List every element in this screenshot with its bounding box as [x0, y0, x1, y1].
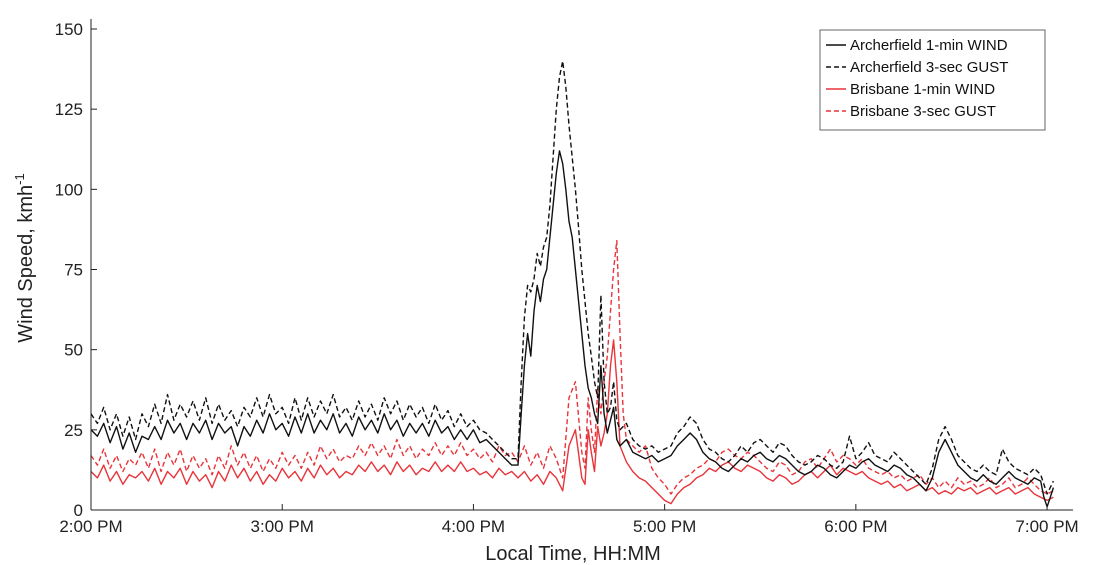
legend-label-0: Archerfield 1-min WIND	[850, 37, 1008, 54]
series-line-0	[90, 150, 1055, 508]
legend-label-3: Brisbane 3-sec GUST	[850, 103, 996, 120]
y-axis-title-superscript: -1	[12, 173, 27, 185]
series-line-1	[90, 60, 1055, 495]
y-tick-label: 50	[64, 341, 83, 360]
x-tick-label: 4:00 PM	[442, 517, 505, 536]
y-tick-label: 150	[55, 20, 83, 39]
y-axis-title: Wind Speed, kmh-1	[12, 173, 37, 342]
x-tick-label: 6:00 PM	[824, 517, 887, 536]
y-tick-label: 0	[74, 501, 83, 520]
x-tick-label: 5:00 PM	[633, 517, 696, 536]
axes-layer	[90, 19, 1073, 511]
legend: Archerfield 1-min WIND Archerfield 3-sec …	[819, 29, 1046, 131]
series-line-3	[90, 239, 1054, 495]
y-tick-label: 125	[55, 100, 83, 119]
y-tick-label: 75	[64, 261, 83, 280]
x-axis-title: Local Time, HH:MM	[485, 543, 661, 565]
y-axis-title-main: Wind Speed, kmh	[15, 185, 37, 343]
x-tick-label: 7:00 PM	[1015, 517, 1078, 536]
x-tick-label: 3:00 PM	[251, 517, 314, 536]
series-line-2	[90, 339, 1054, 505]
y-tick-label: 25	[64, 421, 83, 440]
series-layer	[90, 60, 1055, 508]
ticks-layer: 0 25 50 75 100 125 150 2:00 PM 3:00 PM 4:00 PM 5:0…	[55, 20, 1079, 536]
legend-label-1: Archerfield 3-sec GUST	[850, 59, 1008, 76]
x-tick-label: 2:00 PM	[59, 517, 122, 536]
y-tick-label: 100	[55, 180, 83, 199]
legend-label-2: Brisbane 1-min WIND	[850, 81, 995, 98]
legend-box	[819, 29, 1046, 131]
